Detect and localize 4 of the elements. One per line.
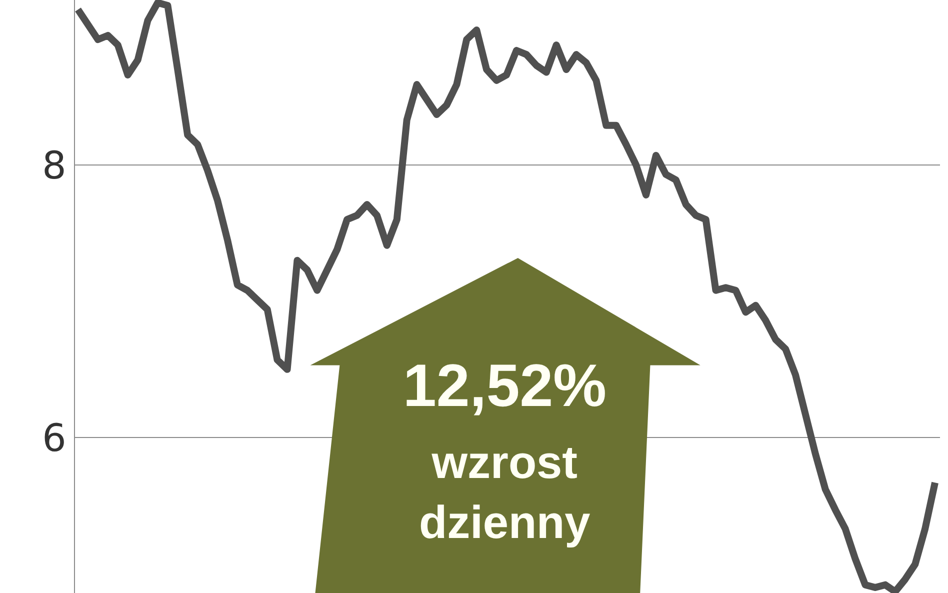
annotation: 12,52% bbox=[403, 352, 606, 419]
y-tick-label: 8 bbox=[42, 143, 66, 188]
annotation: wzrost dzienny bbox=[419, 436, 591, 548]
y-tick-label: 6 bbox=[42, 416, 66, 460]
